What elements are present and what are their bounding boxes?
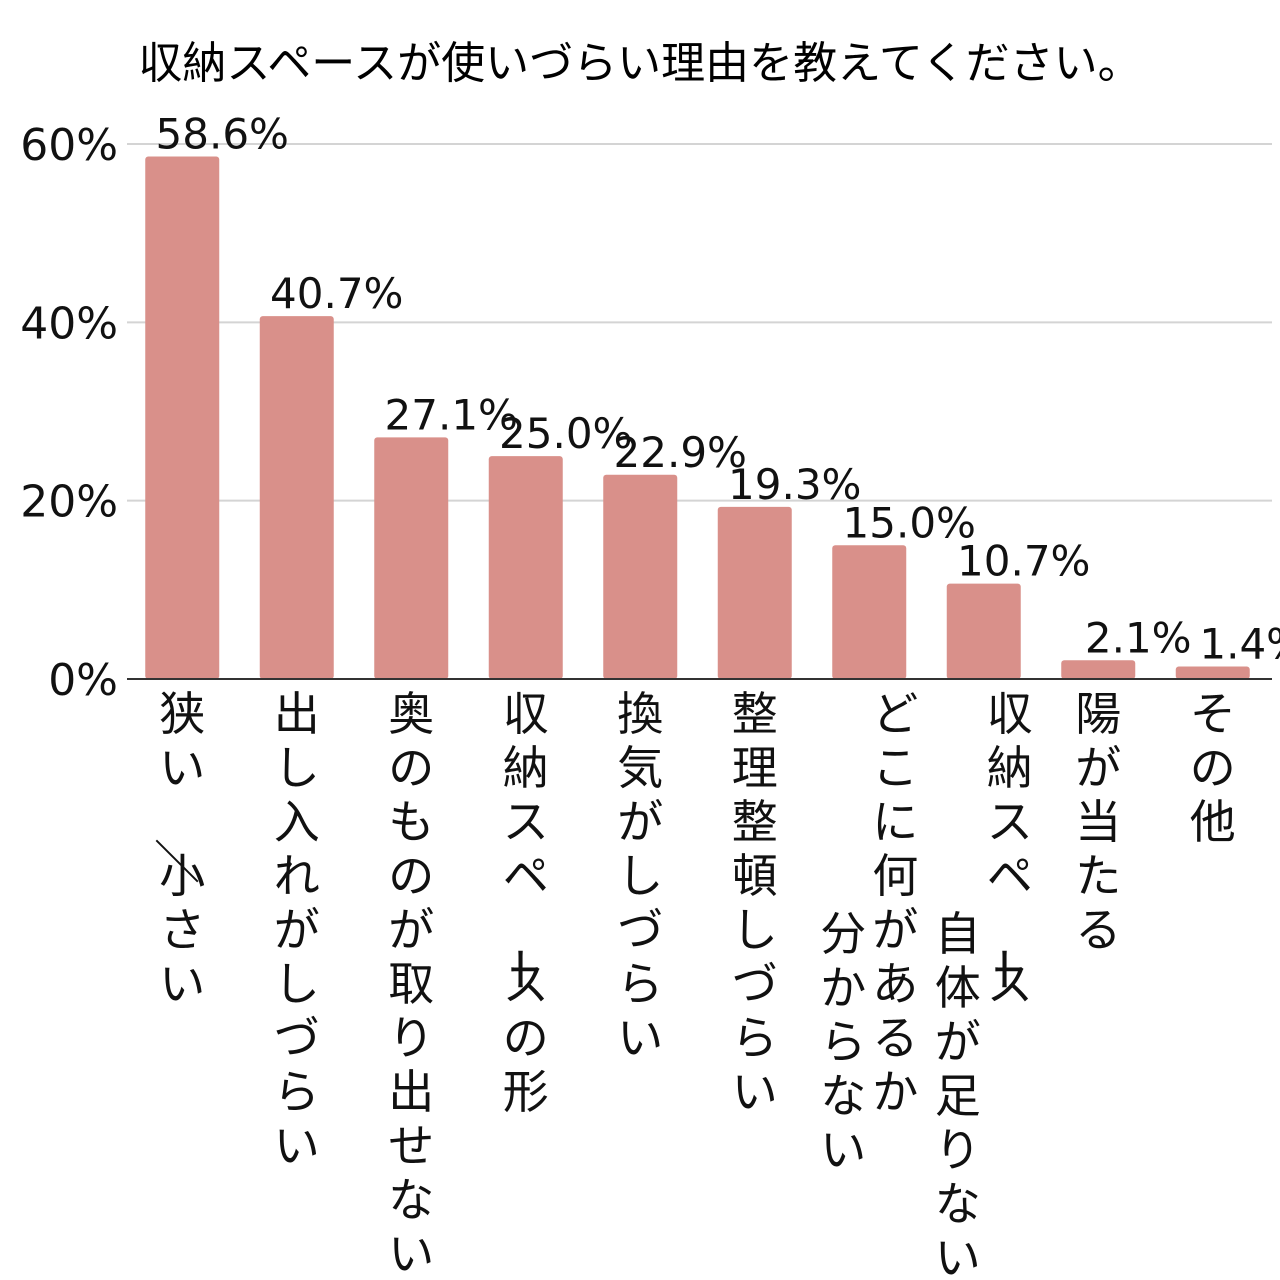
y-tick-label: 20% [20, 477, 118, 528]
category-label: その他 [1190, 687, 1236, 849]
y-axis: 0% 20% 40% 60% [20, 120, 118, 706]
y-tick-label: 0% [48, 655, 118, 706]
category-label: 陽が当たる [1075, 687, 1121, 957]
chart-title: 収納スペースが使いづらい理由を教えてください。 [138, 38, 1141, 89]
category-label: 換気がしづらい [617, 687, 663, 1065]
data-label: 22.9% [614, 428, 747, 477]
category-label: 分からない [820, 907, 866, 1177]
bar [259, 316, 334, 679]
data-label: 40.7% [270, 269, 403, 318]
data-labels: 58.6% 40.7% 27.1%25.0%22.9%19.3%15.0%10.7%… [156, 109, 1280, 668]
bar [717, 506, 792, 679]
bar [488, 456, 563, 679]
bar [1061, 660, 1136, 679]
data-label: 15.0% [843, 498, 976, 547]
bar [1175, 666, 1250, 679]
category-label: 奥のものが取り出せない [388, 687, 434, 1280]
category-label: 収納スペース [976, 687, 1033, 1011]
bar [946, 583, 1021, 679]
category-label: 整理整頓しづらい [732, 687, 778, 1119]
y-tick-label: 40% [20, 298, 118, 349]
category-label: 収納スペースの形 [492, 687, 549, 1119]
bar [832, 545, 907, 679]
category-label: 出し入れがしづらい [274, 687, 320, 1173]
data-label: 1.4% [1199, 620, 1280, 669]
y-tick-label: 60% [20, 120, 118, 171]
bar [603, 474, 678, 679]
bar [374, 437, 449, 679]
data-label: 25.0% [499, 409, 632, 458]
category-label: 自体が足りない [935, 907, 981, 1280]
x-axis: 狭い／小さい 出し入れがしづらい 奥のものが取り出せない 収納スペースの形 換気がしづら… [127, 678, 1272, 1280]
category-label: 狭い／小さい [148, 687, 205, 1011]
bars [145, 156, 1250, 679]
data-label: 19.3% [728, 460, 861, 509]
data-label: 58.6% [156, 109, 289, 158]
category-label: どこに何があるか [872, 687, 918, 1119]
data-label: 10.7% [957, 537, 1090, 586]
data-label: 2.1% [1085, 613, 1192, 662]
bar [145, 156, 220, 679]
data-label: 27.1% [385, 390, 518, 439]
